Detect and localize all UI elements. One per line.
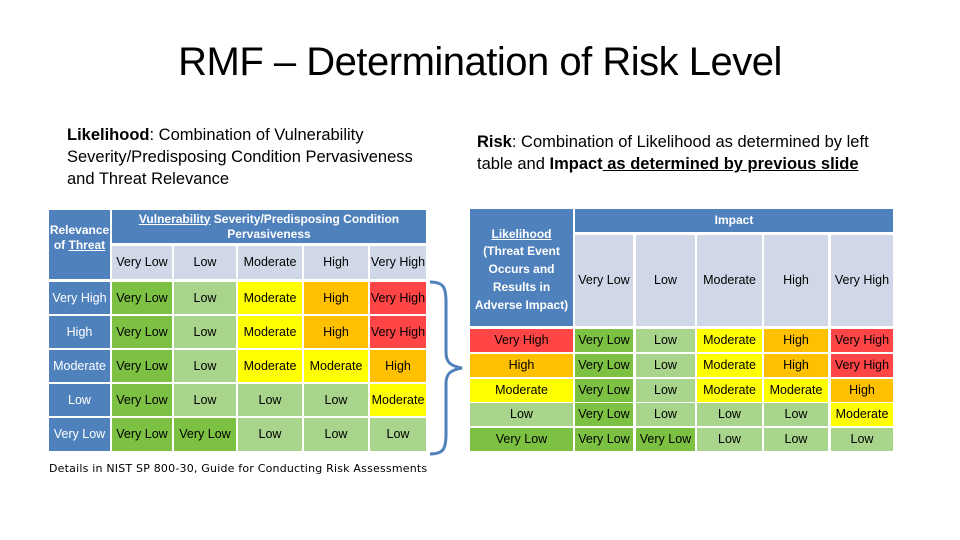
row-header: Very Low: [49, 418, 110, 451]
table-cell: Very High: [831, 354, 893, 377]
table-cell: Low: [697, 428, 762, 451]
table-cell: Very Low: [112, 384, 172, 416]
row-header: High: [49, 316, 110, 348]
table-cell: Low: [831, 428, 893, 451]
row-header: Low: [470, 403, 573, 426]
likelihood-row-header: Likelihood (Threat Event Occurs and Resu…: [470, 209, 573, 326]
risk-definition: : Combination of Likelihood as determine…: [477, 133, 869, 173]
table-cell: Low: [174, 350, 236, 382]
table-cell: Very Low: [174, 418, 236, 451]
relevance-of-threat-header: Relevance of Threat: [49, 210, 110, 279]
table-cell: Moderate: [238, 282, 302, 314]
table-cell: Very Low: [112, 282, 172, 314]
table-cell: Moderate: [370, 384, 426, 416]
column-header-moderate: Moderate: [697, 235, 762, 326]
previous-slide-reference: as determined by previous slide: [602, 155, 859, 173]
table-cell: Moderate: [831, 403, 893, 426]
table-cell: Moderate: [697, 379, 762, 402]
impact-term: Impact: [549, 155, 603, 173]
table-cell: Low: [304, 418, 368, 451]
row-header: Moderate: [49, 350, 110, 382]
column-header-moderate: Moderate: [238, 246, 302, 279]
table-cell: High: [764, 354, 828, 377]
table-cell: Very Low: [575, 379, 633, 402]
impact-group-header: Impact: [575, 209, 893, 232]
table-cell: Very Low: [575, 403, 633, 426]
risk-description: Risk: Combination of Likelihood as deter…: [477, 131, 877, 175]
row-header: Very High: [470, 329, 573, 352]
table-cell: Very Low: [636, 428, 695, 451]
slide-title: RMF – Determination of Risk Level: [178, 40, 782, 84]
column-header-high: High: [764, 235, 828, 326]
column-header-low: Low: [636, 235, 695, 326]
table-cell: Low: [764, 428, 828, 451]
table-cell: Very Low: [112, 316, 172, 348]
table-cell: Low: [174, 316, 236, 348]
table-cell: Low: [370, 418, 426, 451]
table-cell: High: [304, 316, 368, 348]
table-cell: Moderate: [697, 354, 762, 377]
table-cell: Very Low: [575, 329, 633, 352]
column-header-very-low: Very Low: [112, 246, 172, 279]
table-cell: Low: [238, 384, 302, 416]
table-cell: Moderate: [304, 350, 368, 382]
table-cell: Moderate: [764, 379, 828, 402]
table-cell: High: [831, 379, 893, 402]
column-header-very-high: Very High: [370, 246, 426, 279]
vulnerability-group-header: Vulnerability Severity/Predisposing Cond…: [112, 210, 426, 243]
table-cell: Very Low: [575, 428, 633, 451]
table-cell: Low: [174, 282, 236, 314]
right-curly-brace-icon: [429, 280, 463, 456]
table-cell: Low: [636, 354, 695, 377]
table-cell: Low: [764, 403, 828, 426]
row-header: Low: [49, 384, 110, 416]
table-cell: Very Low: [575, 354, 633, 377]
table-cell: Very High: [370, 282, 426, 314]
table-cell: Very High: [370, 316, 426, 348]
table-cell: High: [764, 329, 828, 352]
row-header: High: [470, 354, 573, 377]
table-cell: Very Low: [112, 350, 172, 382]
table-cell: Low: [304, 384, 368, 416]
column-header-very-low: Very Low: [575, 235, 633, 326]
likelihood-definition: : Combination of Vulnerability Severity/…: [67, 126, 413, 188]
footnote-reference: Details in NIST SP 800-30, Guide for Con…: [49, 462, 428, 475]
table-cell: Moderate: [697, 329, 762, 352]
table-cell: Low: [636, 379, 695, 402]
column-header-high: High: [304, 246, 368, 279]
table-cell: High: [370, 350, 426, 382]
table-cell: Low: [697, 403, 762, 426]
column-header-very-high: Very High: [831, 235, 893, 326]
column-header-low: Low: [174, 246, 236, 279]
table-cell: Moderate: [238, 350, 302, 382]
table-cell: Moderate: [238, 316, 302, 348]
likelihood-term: Likelihood: [67, 126, 150, 144]
table-cell: Very High: [831, 329, 893, 352]
table-cell: Low: [636, 403, 695, 426]
row-header: Very High: [49, 282, 110, 314]
risk-term: Risk: [477, 133, 512, 151]
row-header: Moderate: [470, 379, 573, 402]
likelihood-description: Likelihood: Combination of Vulnerability…: [67, 124, 427, 190]
row-header: Very Low: [470, 428, 573, 451]
table-cell: Low: [174, 384, 236, 416]
table-cell: Low: [238, 418, 302, 451]
table-cell: Very Low: [112, 418, 172, 451]
table-cell: High: [304, 282, 368, 314]
table-cell: Low: [636, 329, 695, 352]
